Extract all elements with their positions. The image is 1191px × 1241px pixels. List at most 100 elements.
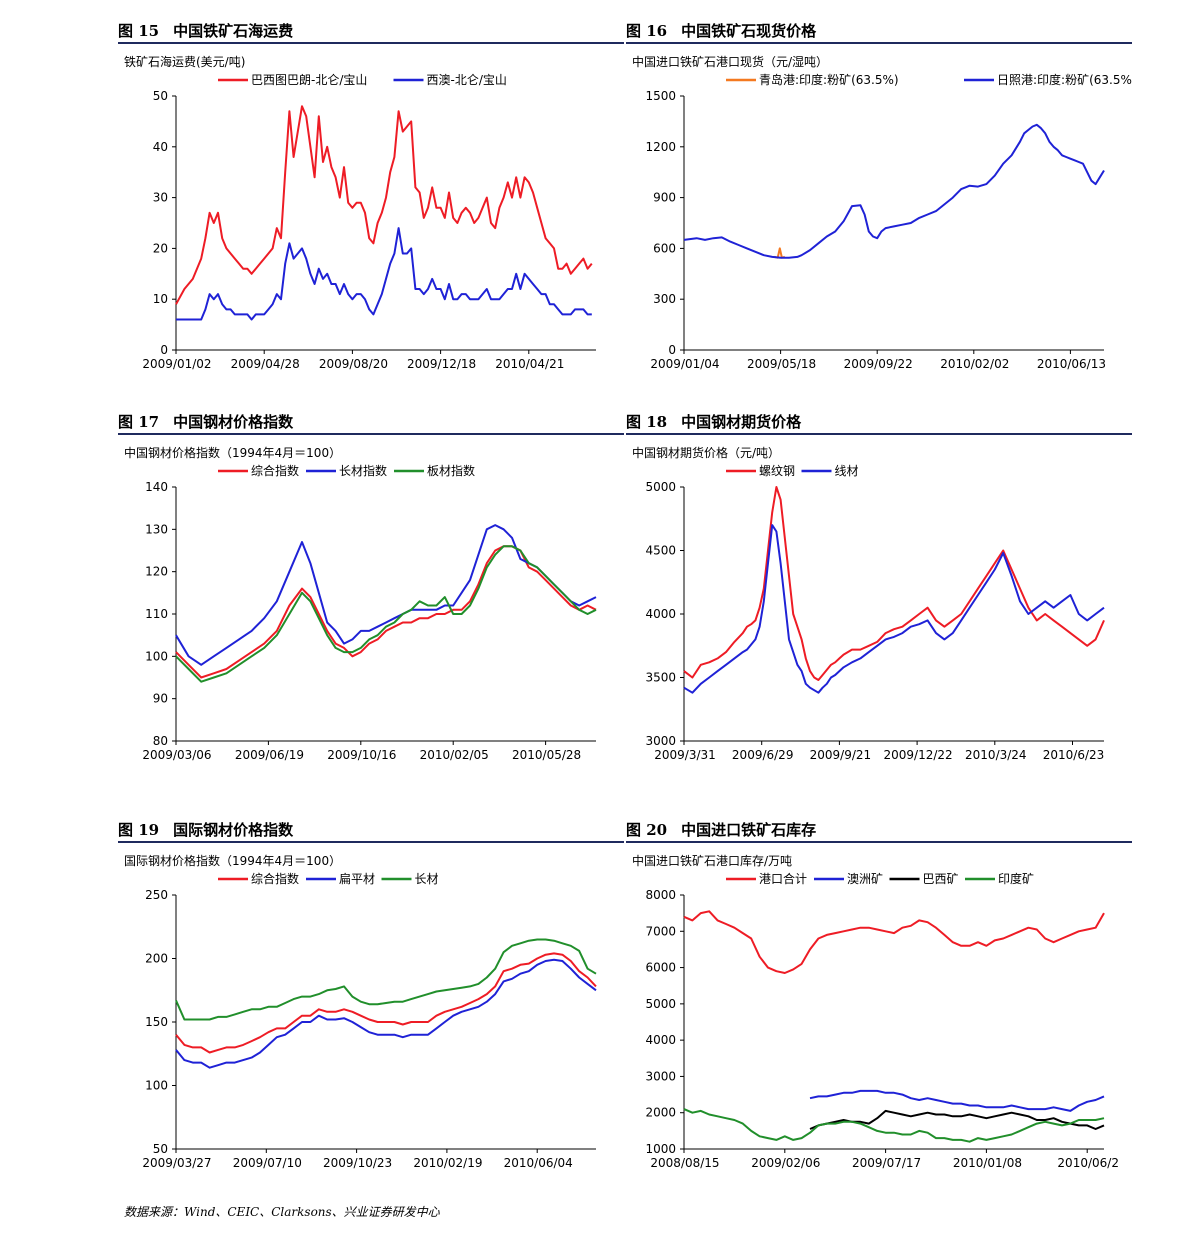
y-tick-label: 4000 [645, 1033, 676, 1047]
y-tick-label: 140 [145, 480, 168, 494]
y-tick-label: 3000 [645, 734, 676, 748]
chart-panel-fig18: 图 18 中国钢材期货价格 中国钢材期货价格（元/吨） 螺纹钢 线材 3000 3500 4… [626, 411, 1132, 799]
series-line [809, 1089, 1105, 1112]
figure-number: 图 17 [118, 413, 160, 431]
chart-title: 中国铁矿石海运费 [173, 22, 294, 40]
x-tick-label: 2009/6/29 [732, 748, 794, 762]
chart-title: 国际钢材价格指数 [173, 821, 294, 839]
y-tick-label: 80 [153, 734, 168, 748]
x-tick-label: 2009/12/18 [407, 357, 476, 371]
chart-title-bar: 图 20 中国进口铁矿石库存 [626, 819, 1132, 843]
x-tick-label: 2009/10/16 [327, 748, 396, 762]
series-line [175, 545, 597, 683]
series-line [809, 1109, 1105, 1130]
y-tick-label: 300 [653, 292, 676, 306]
y-axis-title: 中国钢材价格指数（1994年4月＝100） [124, 445, 341, 460]
x-tick-label: 2009/01/02 [142, 357, 211, 371]
x-tick-label: 2008/08/15 [650, 1156, 719, 1170]
figure-number: 图 16 [626, 22, 668, 40]
series-line [175, 105, 593, 305]
series-line [683, 910, 1105, 974]
legend-label: 螺纹钢 [759, 464, 795, 478]
y-tick-label: 7000 [645, 924, 676, 938]
chart-title-bar: 图 17 中国钢材价格指数 [118, 411, 624, 435]
figure-number: 图 18 [626, 413, 668, 431]
chart-panel-fig20: 图 20 中国进口铁矿石库存 中国进口铁矿石港口库存/万吨 港口合计 澳洲矿 巴西矿 印度… [626, 819, 1132, 1207]
x-tick-label: 2009/05/18 [747, 357, 816, 371]
series-line [175, 952, 597, 1054]
y-tick-label: 100 [145, 649, 168, 663]
y-tick-label: 3000 [645, 1069, 676, 1083]
y-tick-label: 200 [145, 952, 168, 966]
x-tick-label: 2009/09/22 [844, 357, 913, 371]
legend-label: 巴西矿 [923, 872, 959, 886]
x-tick-label: 2009/9/21 [810, 748, 872, 762]
chart-title: 中国进口铁矿石库存 [681, 821, 817, 839]
x-tick-label: 2009/07/17 [852, 1156, 921, 1170]
y-tick-label: 110 [145, 607, 168, 621]
series-line [175, 545, 597, 679]
x-tick-label: 2009/03/06 [142, 748, 211, 762]
x-tick-label: 2010/02/19 [413, 1156, 482, 1170]
y-tick-label: 30 [153, 191, 168, 205]
x-tick-label: 2009/10/23 [323, 1156, 392, 1170]
y-tick-label: 0 [668, 343, 676, 357]
y-tick-label: 8000 [645, 888, 676, 902]
y-axis-title: 中国钢材期货价格（元/吨） [632, 445, 780, 460]
y-tick-label: 120 [145, 565, 168, 579]
chart-title: 中国铁矿石现货价格 [681, 22, 817, 40]
legend-label: 扁平材 [339, 872, 375, 886]
chart-title: 中国钢材期货价格 [681, 413, 802, 431]
x-tick-label: 2009/01/04 [650, 357, 719, 371]
y-tick-label: 4000 [645, 607, 676, 621]
chart-title: 中国钢材价格指数 [173, 413, 294, 431]
y-tick-label: 5000 [645, 480, 676, 494]
chart-title-bar: 图 15 中国铁矿石海运费 [118, 20, 624, 44]
chart-title-bar: 图 16 中国铁矿石现货价格 [626, 20, 1132, 44]
data-source-note: 数据来源：Wind、CEIC、Clarksons、兴业证券研发中心 [124, 1205, 440, 1219]
y-tick-label: 90 [153, 692, 168, 706]
legend-label: 长材 [415, 872, 439, 886]
legend-label: 日照港:印度:粉矿(63.5%) [997, 72, 1132, 87]
x-tick-label: 2009/02/06 [751, 1156, 820, 1170]
legend-label: 澳洲矿 [847, 872, 883, 886]
y-tick-label: 4500 [645, 544, 676, 558]
x-tick-label: 2010/06/2 [1057, 1156, 1119, 1170]
y-axis-title: 中国进口铁矿石港口现货（元/湿吨） [632, 54, 828, 69]
x-tick-label: 2010/6/23 [1043, 748, 1105, 762]
y-tick-label: 3500 [645, 671, 676, 685]
x-tick-label: 2009/08/20 [319, 357, 388, 371]
x-tick-label: 2010/01/08 [953, 1156, 1022, 1170]
y-tick-label: 1000 [645, 1142, 676, 1156]
y-tick-label: 50 [153, 89, 168, 103]
y-tick-label: 40 [153, 140, 168, 154]
series-line [175, 938, 597, 1021]
x-tick-label: 2010/3/24 [965, 748, 1027, 762]
x-tick-label: 2010/02/05 [420, 748, 489, 762]
y-axis-title: 铁矿石海运费(美元/吨) [124, 54, 245, 69]
y-tick-label: 1200 [645, 140, 676, 154]
y-tick-label: 5000 [645, 997, 676, 1011]
legend-label: 线材 [835, 464, 859, 478]
y-tick-label: 10 [153, 292, 168, 306]
chart-title-bar: 图 18 中国钢材期货价格 [626, 411, 1132, 435]
x-tick-label: 2009/06/19 [235, 748, 304, 762]
series-line [683, 524, 1105, 694]
x-tick-label: 2010/06/04 [504, 1156, 573, 1170]
x-tick-label: 2009/03/27 [142, 1156, 211, 1170]
y-tick-label: 6000 [645, 961, 676, 975]
y-axis-title: 国际钢材价格指数（1994年4月＝100） [124, 853, 341, 868]
legend-label: 板材指数 [427, 463, 475, 478]
figure-number: 图 20 [626, 821, 668, 839]
line-chart: 中国进口铁矿石港口现货（元/湿吨） 青岛港:印度:粉矿(63.5%) 日照港:印度:… [632, 54, 1132, 371]
line-chart: 中国钢材价格指数（1994年4月＝100） 综合指数 长材指数 板材指数 80 90 100… [124, 445, 597, 762]
legend-label: 港口合计 [759, 871, 807, 886]
y-tick-label: 50 [153, 1142, 168, 1156]
y-tick-label: 900 [653, 191, 676, 205]
line-chart: 国际钢材价格指数（1994年4月＝100） 综合指数 扁平材 长材 50 100 150 20… [124, 853, 597, 1170]
legend-label: 西澳-北仑/宝山 [427, 73, 507, 87]
x-tick-label: 2010/02/02 [940, 357, 1009, 371]
legend-label: 巴西图巴朗-北仑/宝山 [251, 73, 367, 87]
legend-label: 综合指数 [251, 463, 299, 478]
